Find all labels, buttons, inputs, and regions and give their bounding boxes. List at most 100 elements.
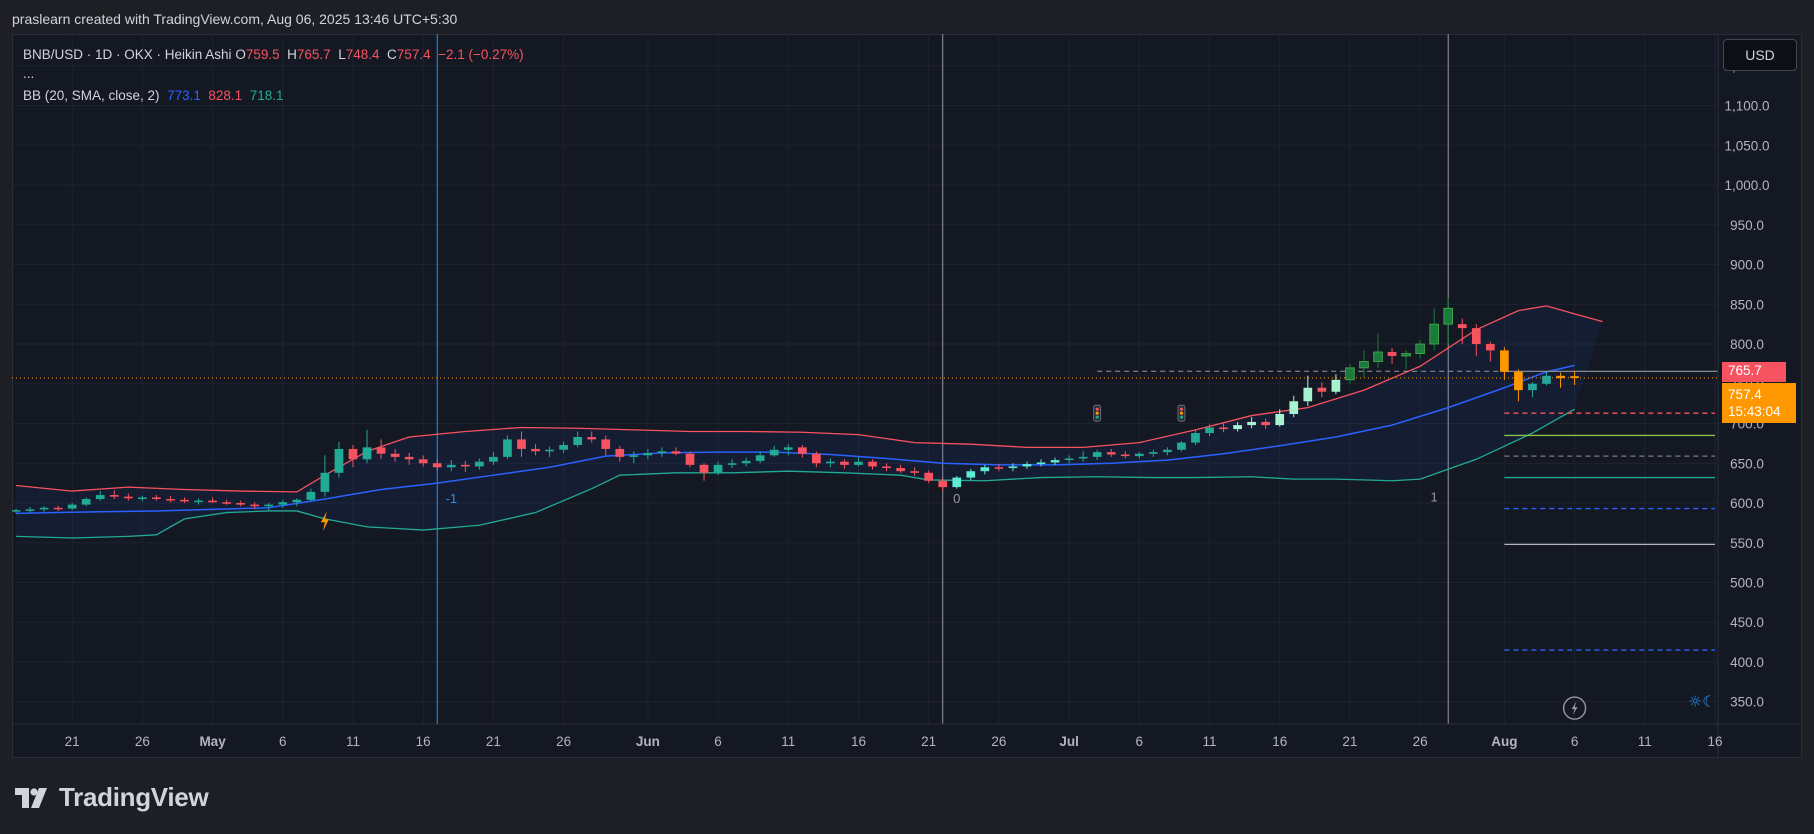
candle-body bbox=[713, 464, 723, 473]
change-value: −2.1 (−0.27%) bbox=[438, 47, 524, 62]
bb-fill bbox=[16, 305, 1603, 538]
candle-body bbox=[1078, 456, 1088, 459]
vertical-markers: -1 0 1 bbox=[436, 34, 1449, 724]
candle-body bbox=[573, 437, 583, 445]
candle-body bbox=[531, 448, 540, 452]
candle-body bbox=[1050, 460, 1060, 463]
candle-body bbox=[868, 461, 877, 467]
x-tick-label: 26 bbox=[991, 734, 1006, 749]
candle-body bbox=[95, 495, 105, 500]
candle-body bbox=[643, 452, 653, 456]
candle-body bbox=[1106, 452, 1116, 455]
x-tick-label: 6 bbox=[1571, 734, 1579, 749]
candle-body bbox=[1500, 350, 1509, 372]
candle-body bbox=[1289, 401, 1299, 414]
close-value: 757.4 bbox=[396, 47, 431, 62]
candle-body bbox=[1191, 433, 1200, 443]
candle-body bbox=[783, 447, 793, 450]
candle-body bbox=[896, 468, 905, 472]
x-tick-label: Jul bbox=[1059, 734, 1079, 749]
fib-levels bbox=[12, 370, 1718, 651]
candle-body bbox=[559, 444, 568, 450]
candle-body bbox=[629, 455, 639, 457]
candle-body bbox=[615, 448, 625, 457]
symbol-legend: BNB/USD · 1D · OKX · Heikin Ashi O759.5 … bbox=[23, 47, 524, 62]
attribution-text: praslearn created with TradingView.com, … bbox=[12, 11, 458, 27]
candle-body bbox=[1064, 458, 1074, 461]
symbol-label[interactable]: BNB/USD · 1D · OKX · Heikin Ashi bbox=[23, 47, 232, 62]
candle-body bbox=[924, 472, 934, 481]
lightning-icon bbox=[320, 511, 329, 532]
candle-body bbox=[1556, 375, 1565, 379]
high-price-tag: 765.7 bbox=[1722, 362, 1786, 382]
candle-body bbox=[1022, 464, 1032, 467]
x-tick-label: 11 bbox=[1203, 734, 1217, 749]
candle-body bbox=[278, 502, 288, 505]
candle-body bbox=[208, 500, 217, 503]
live-chart-icon bbox=[1562, 696, 1587, 720]
candle-body bbox=[826, 461, 835, 464]
brand-name: TradingView bbox=[59, 782, 209, 812]
x-tick-label: 21 bbox=[486, 734, 501, 749]
x-tick-label: 16 bbox=[851, 734, 866, 749]
currency-button[interactable]: USD bbox=[1723, 39, 1797, 71]
tradingview-logo-icon bbox=[15, 787, 47, 808]
bb-upper-line bbox=[15, 305, 1603, 493]
candle-body bbox=[1275, 413, 1285, 426]
bb-label[interactable]: BB (20, SMA, close, 2) bbox=[23, 88, 160, 103]
traffic-light-green bbox=[1095, 415, 1099, 419]
candle-body bbox=[460, 464, 470, 467]
y-tick-label: 850.0 bbox=[1730, 297, 1764, 312]
candle-body bbox=[362, 447, 372, 460]
chart-panel[interactable] bbox=[12, 34, 1802, 758]
chart-grid bbox=[12, 34, 1718, 724]
candle-body bbox=[1373, 351, 1383, 362]
candle-body bbox=[306, 491, 316, 500]
candle-body bbox=[699, 464, 709, 473]
bb-lower-line bbox=[15, 408, 1575, 539]
candle-body bbox=[980, 467, 990, 472]
last-price-tag: 757.4 15:43:04 bbox=[1722, 383, 1796, 423]
candle-body bbox=[840, 461, 849, 465]
candle-body bbox=[432, 463, 442, 468]
candle-body bbox=[404, 456, 414, 460]
candle-body bbox=[952, 477, 962, 488]
candle-body bbox=[545, 449, 554, 452]
sun-icon: ☼ bbox=[1688, 693, 1701, 711]
open-value: 759.5 bbox=[245, 47, 280, 62]
fib-time-label: -1 bbox=[445, 491, 457, 506]
x-tick-label: May bbox=[199, 734, 226, 749]
tradingview-logo[interactable]: TradingView bbox=[15, 782, 209, 813]
candle-body bbox=[601, 439, 611, 449]
candle-body bbox=[727, 463, 737, 465]
candle-body bbox=[1303, 387, 1313, 402]
candle-body bbox=[81, 499, 91, 505]
high-label: H bbox=[287, 47, 297, 62]
countdown-value: 15:43:04 bbox=[1728, 404, 1781, 419]
candle-body bbox=[320, 472, 330, 492]
candle-body bbox=[292, 499, 302, 503]
candle-body bbox=[657, 451, 667, 453]
candle-body bbox=[741, 460, 751, 464]
price-chart[interactable]: -1 0 1 350.0 400.0 450.0 500.0 550.0 600.0 650.0… bbox=[12, 34, 1802, 758]
x-tick-label: 26 bbox=[135, 734, 150, 749]
open-label: O bbox=[235, 47, 246, 62]
candle-body bbox=[517, 439, 526, 449]
candle-body bbox=[123, 496, 133, 499]
low-label: L bbox=[338, 47, 346, 62]
candle-body bbox=[854, 461, 863, 465]
traffic-light-red bbox=[1179, 407, 1184, 411]
candle-body bbox=[67, 504, 77, 509]
candle-body bbox=[1471, 328, 1481, 345]
candle-body bbox=[1247, 421, 1256, 426]
candle-body bbox=[797, 447, 807, 454]
candle-body bbox=[1148, 452, 1158, 454]
candle-body bbox=[152, 497, 161, 500]
candle-body bbox=[882, 466, 891, 469]
y-tick-label: 550.0 bbox=[1730, 536, 1764, 551]
candle-body bbox=[1443, 307, 1453, 325]
x-tick-label: 21 bbox=[65, 734, 80, 749]
candle-body bbox=[25, 509, 35, 511]
legend-more-button[interactable]: ... bbox=[23, 66, 34, 81]
fib-time-label: 0 bbox=[953, 491, 960, 506]
